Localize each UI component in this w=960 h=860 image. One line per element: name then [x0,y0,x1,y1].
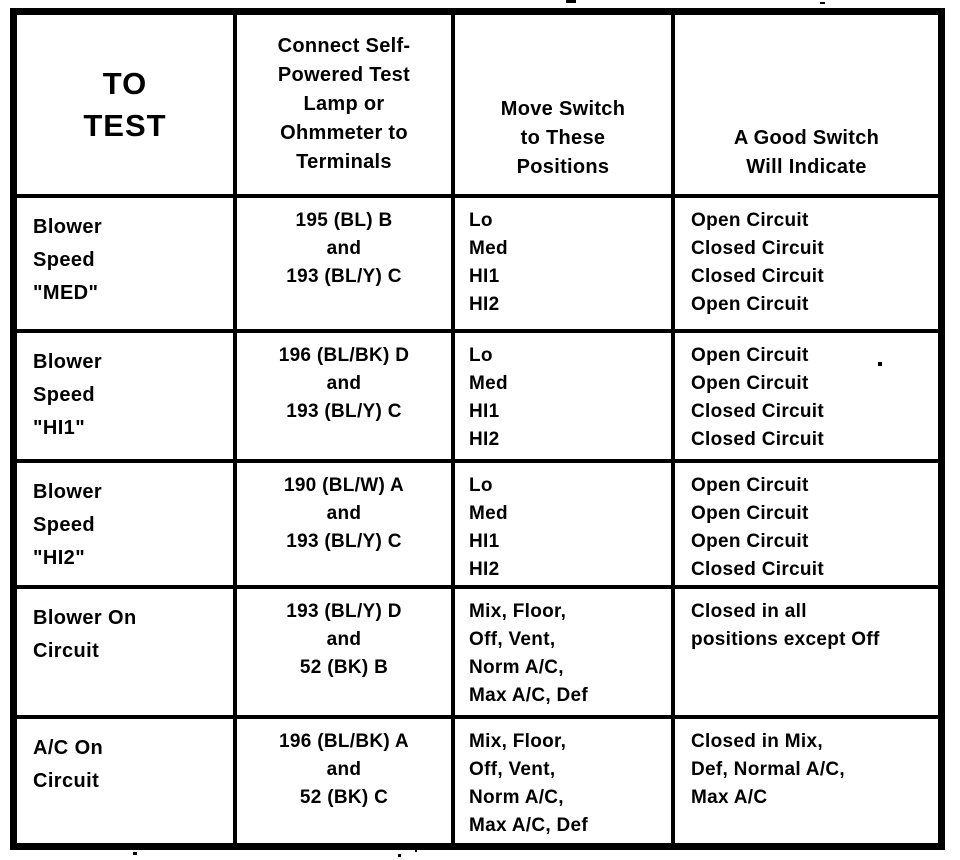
row-ac-on-indicate: Closed in Mix, Def, Normal A/C, Max A/C [691,731,846,808]
row-ac-on-to-test: A/C On Circuit [17,719,237,843]
header-positions: Move Switch to These Positions [455,15,675,198]
scan-artifact [820,2,825,4]
scan-artifact [878,362,882,366]
scan-artifact [398,854,401,857]
scan-artifact [566,0,576,3]
row-hi2-to-test: Blower Speed "HI2" [17,463,237,589]
row-ac-on-positions: Mix, Floor, Off, Vent, Norm A/C, Max A/C… [455,719,675,843]
row-blower-on-indicate: Closed in all positions except Off [675,589,938,719]
scan-artifact [133,852,137,855]
row-hi1-positions: Lo Med HI1 HI2 [455,333,675,463]
row-hi2-positions: Lo Med HI1 HI2 [455,463,675,589]
row-blower-on-to-test: Blower On Circuit [17,589,237,719]
row-blower-on-terminals: 193 (BL/Y) D and 52 (BK) B [237,589,455,719]
switch-test-table: TO TEST Connect Self- Powered Test Lamp … [10,8,945,850]
row-hi2-terminals: 190 (BL/W) A and 193 (BL/Y) C [237,463,455,589]
row-med-terminals: 195 (BL) B and 193 (BL/Y) C [237,198,455,333]
row-hi1-to-test: Blower Speed "HI1" [17,333,237,463]
header-to-test: TO TEST [17,15,237,198]
row-med-positions: Lo Med HI1 HI2 [455,198,675,333]
row-hi1-indicate: Open Circuit Open Circuit Closed Circuit… [675,333,938,463]
row-med-to-test: Blower Speed "MED" [17,198,237,333]
row-hi1-terminals: 196 (BL/BK) D and 193 (BL/Y) C [237,333,455,463]
row-med-indicate: Open Circuit Closed Circuit Closed Circu… [675,198,938,333]
header-terminals: Connect Self- Powered Test Lamp or Ohmme… [237,15,455,198]
scan-artifact [415,850,417,852]
row-ac-on-terminals: 196 (BL/BK) A and 52 (BK) C [237,719,455,843]
row-hi2-indicate: Open Circuit Open Circuit Open Circuit C… [675,463,938,589]
row-blower-on-positions: Mix, Floor, Off, Vent, Norm A/C, Max A/C… [455,589,675,719]
header-indicate: A Good Switch Will Indicate [675,15,938,198]
